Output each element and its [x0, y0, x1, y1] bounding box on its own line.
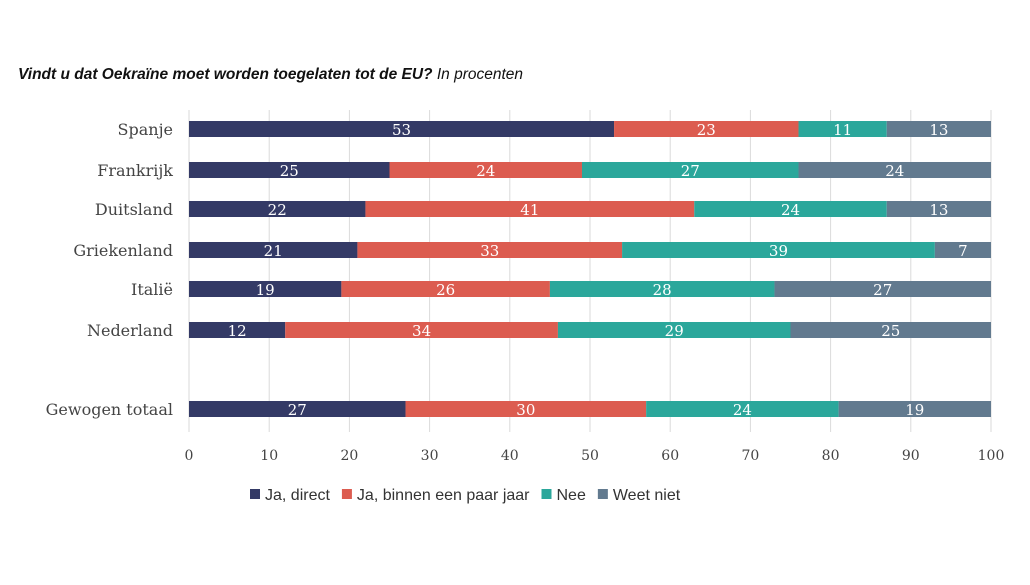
bar-segment — [189, 121, 615, 137]
data-label: 13 — [929, 201, 948, 219]
category-label: Spanje — [118, 120, 173, 139]
bar-segment — [357, 242, 623, 258]
x-tick-label: 10 — [260, 448, 278, 464]
category-label: Duitsland — [95, 200, 173, 219]
category-label: Griekenland — [73, 241, 173, 260]
legend-label: Weet niet — [613, 487, 681, 504]
bar-segment — [189, 162, 390, 178]
data-label: 19 — [256, 281, 275, 299]
category-label: Gewogen totaal — [46, 400, 173, 419]
bar-segment — [622, 242, 935, 258]
x-tick-label: 70 — [741, 448, 759, 464]
bar-segment — [694, 201, 887, 217]
data-label: 24 — [781, 201, 800, 219]
bar-segment — [838, 401, 991, 417]
bar-segment — [341, 281, 550, 297]
data-label: 24 — [476, 162, 495, 180]
data-label: 41 — [520, 201, 539, 219]
data-label: 33 — [480, 242, 499, 260]
bar-segment — [557, 322, 791, 338]
x-tick-label: 0 — [185, 448, 194, 464]
legend-swatch — [341, 489, 352, 499]
bar-segment — [189, 201, 366, 217]
data-label: 34 — [412, 322, 431, 340]
x-tick-label: 20 — [340, 448, 358, 464]
bar-segment — [614, 121, 799, 137]
data-label: 23 — [697, 121, 716, 139]
legend-swatch — [250, 489, 260, 499]
data-label: 21 — [264, 242, 283, 260]
data-label: 53 — [392, 121, 411, 139]
data-label: 25 — [280, 162, 299, 180]
bar-segment — [646, 401, 839, 417]
legend-label: Ja, binnen een paar jaar — [357, 487, 530, 504]
bar-segment — [189, 401, 406, 417]
bar-segment — [549, 281, 775, 297]
bar-segment — [798, 162, 991, 178]
category-label: Nederland — [87, 321, 173, 340]
data-label: 26 — [436, 281, 455, 299]
chart-subtitle: In procenten — [436, 66, 524, 83]
x-tick-label: 50 — [581, 448, 599, 464]
legend-swatch — [597, 489, 608, 499]
legend-label: Ja, direct — [265, 487, 330, 504]
data-label: 27 — [681, 162, 700, 180]
chart-title: Vindt u dat Oekraïne moet worden toegela… — [18, 66, 433, 83]
bar-segment — [886, 121, 991, 137]
x-tick-label: 80 — [822, 448, 840, 464]
bar-segment — [798, 121, 887, 137]
legend-swatch — [541, 489, 552, 499]
bar-segment — [389, 162, 582, 178]
data-label: 24 — [885, 162, 904, 180]
data-label: 7 — [958, 242, 968, 260]
data-label: 22 — [268, 201, 287, 219]
chart-title-block: Vindt u dat Oekraïne moet worden toegela… — [18, 66, 523, 84]
data-label: 30 — [516, 401, 535, 419]
bar-segment — [934, 242, 991, 258]
x-tick-label: 100 — [978, 448, 1005, 464]
data-label: 13 — [929, 121, 948, 139]
data-label: 39 — [769, 242, 788, 260]
data-label: 11 — [833, 121, 852, 139]
bar-segment — [365, 201, 695, 217]
data-label: 12 — [228, 322, 247, 340]
x-tick-label: 40 — [501, 448, 519, 464]
bar-segment — [285, 322, 558, 338]
bar-segment — [774, 281, 991, 297]
data-label: 28 — [653, 281, 672, 299]
category-label: Italië — [131, 280, 173, 299]
legend-label: Nee — [557, 487, 586, 504]
bar-segment — [581, 162, 799, 178]
bar-segment — [790, 322, 991, 338]
bar-segment — [886, 201, 991, 217]
bar-segment — [189, 322, 286, 338]
x-tick-label: 30 — [421, 448, 439, 464]
data-label: 27 — [288, 401, 307, 419]
data-label: 25 — [881, 322, 900, 340]
data-label: 24 — [733, 401, 752, 419]
data-label: 29 — [665, 322, 684, 340]
data-label: 27 — [873, 281, 892, 299]
bar-segment — [189, 242, 358, 258]
x-tick-label: 90 — [902, 448, 920, 464]
x-tick-label: 60 — [661, 448, 679, 464]
bar-segment — [405, 401, 647, 417]
data-label: 19 — [905, 401, 924, 419]
category-label: Frankrijk — [97, 161, 173, 180]
bar-segment — [189, 281, 342, 297]
